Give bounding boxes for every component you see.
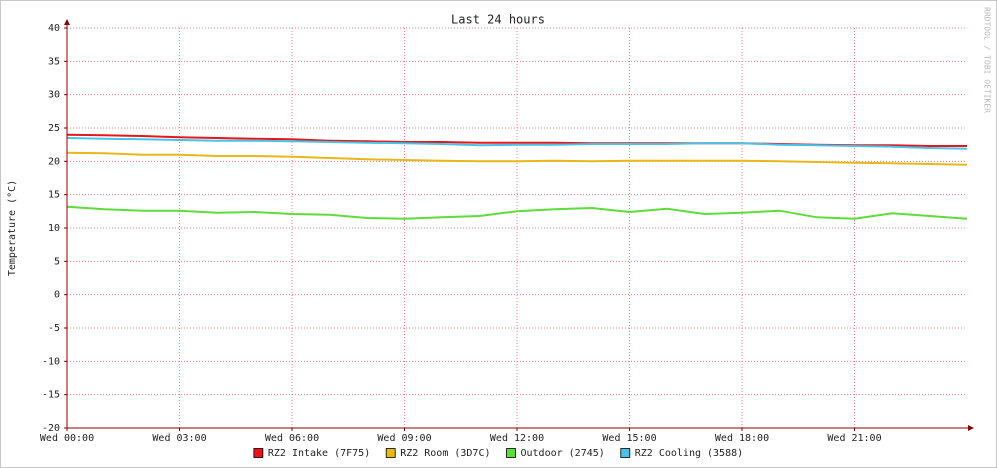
series-line bbox=[66, 137, 968, 150]
legend-label: Outdoor (2745) bbox=[521, 448, 605, 459]
legend-label: RZ2 Cooling (3588) bbox=[635, 448, 743, 459]
x-tick-label: Wed 18:00 bbox=[715, 433, 769, 444]
legend-label: RZ2 Intake (7F75) bbox=[268, 448, 370, 459]
watermark: RRDTOOL / TOBI OETIKER bbox=[983, 7, 992, 113]
chart-title: Last 24 hours bbox=[451, 13, 545, 27]
y-tick-label: 25 bbox=[48, 123, 60, 134]
y-tick-label: 10 bbox=[48, 223, 60, 234]
y-tick-label: 40 bbox=[48, 23, 60, 34]
legend-swatch bbox=[385, 448, 396, 458]
legend-swatch bbox=[620, 448, 631, 458]
series-line bbox=[66, 151, 968, 166]
x-tick-label: Wed 06:00 bbox=[265, 433, 319, 444]
y-tick-label: 35 bbox=[48, 56, 60, 67]
x-axis-arrow bbox=[968, 425, 974, 431]
x-tick-label: Wed 03:00 bbox=[152, 433, 206, 444]
x-tick-label: Wed 09:00 bbox=[377, 433, 431, 444]
y-tick-label: -5 bbox=[48, 323, 60, 334]
legend-swatch bbox=[506, 448, 516, 458]
legend: RZ2 Intake (7F75) RZ2 Room (3D7C) Outdoor … bbox=[253, 448, 743, 459]
x-tick-label: Wed 00:00 bbox=[40, 433, 94, 444]
y-tick-label: 5 bbox=[54, 256, 60, 267]
y-tick-label: 15 bbox=[48, 190, 60, 201]
legend-label: RZ2 Room (3D7C) bbox=[400, 448, 490, 459]
legend-swatch bbox=[253, 448, 264, 458]
y-axis-arrow bbox=[64, 19, 70, 25]
x-tick-label: Wed 21:00 bbox=[827, 433, 881, 444]
y-tick-label: -20 bbox=[42, 423, 60, 434]
x-tick-label: Wed 12:00 bbox=[490, 433, 544, 444]
y-tick-label: -15 bbox=[42, 390, 60, 401]
y-tick-label: 0 bbox=[54, 290, 60, 301]
series-line bbox=[66, 205, 968, 220]
plot bbox=[66, 133, 968, 220]
y-tick-label: 30 bbox=[48, 90, 60, 101]
y-axis-label: Temperature (°C) bbox=[7, 180, 18, 276]
y-tick-label: -10 bbox=[42, 356, 60, 367]
y-tick-label: 20 bbox=[48, 156, 60, 167]
x-tick-label: Wed 15:00 bbox=[602, 433, 656, 444]
